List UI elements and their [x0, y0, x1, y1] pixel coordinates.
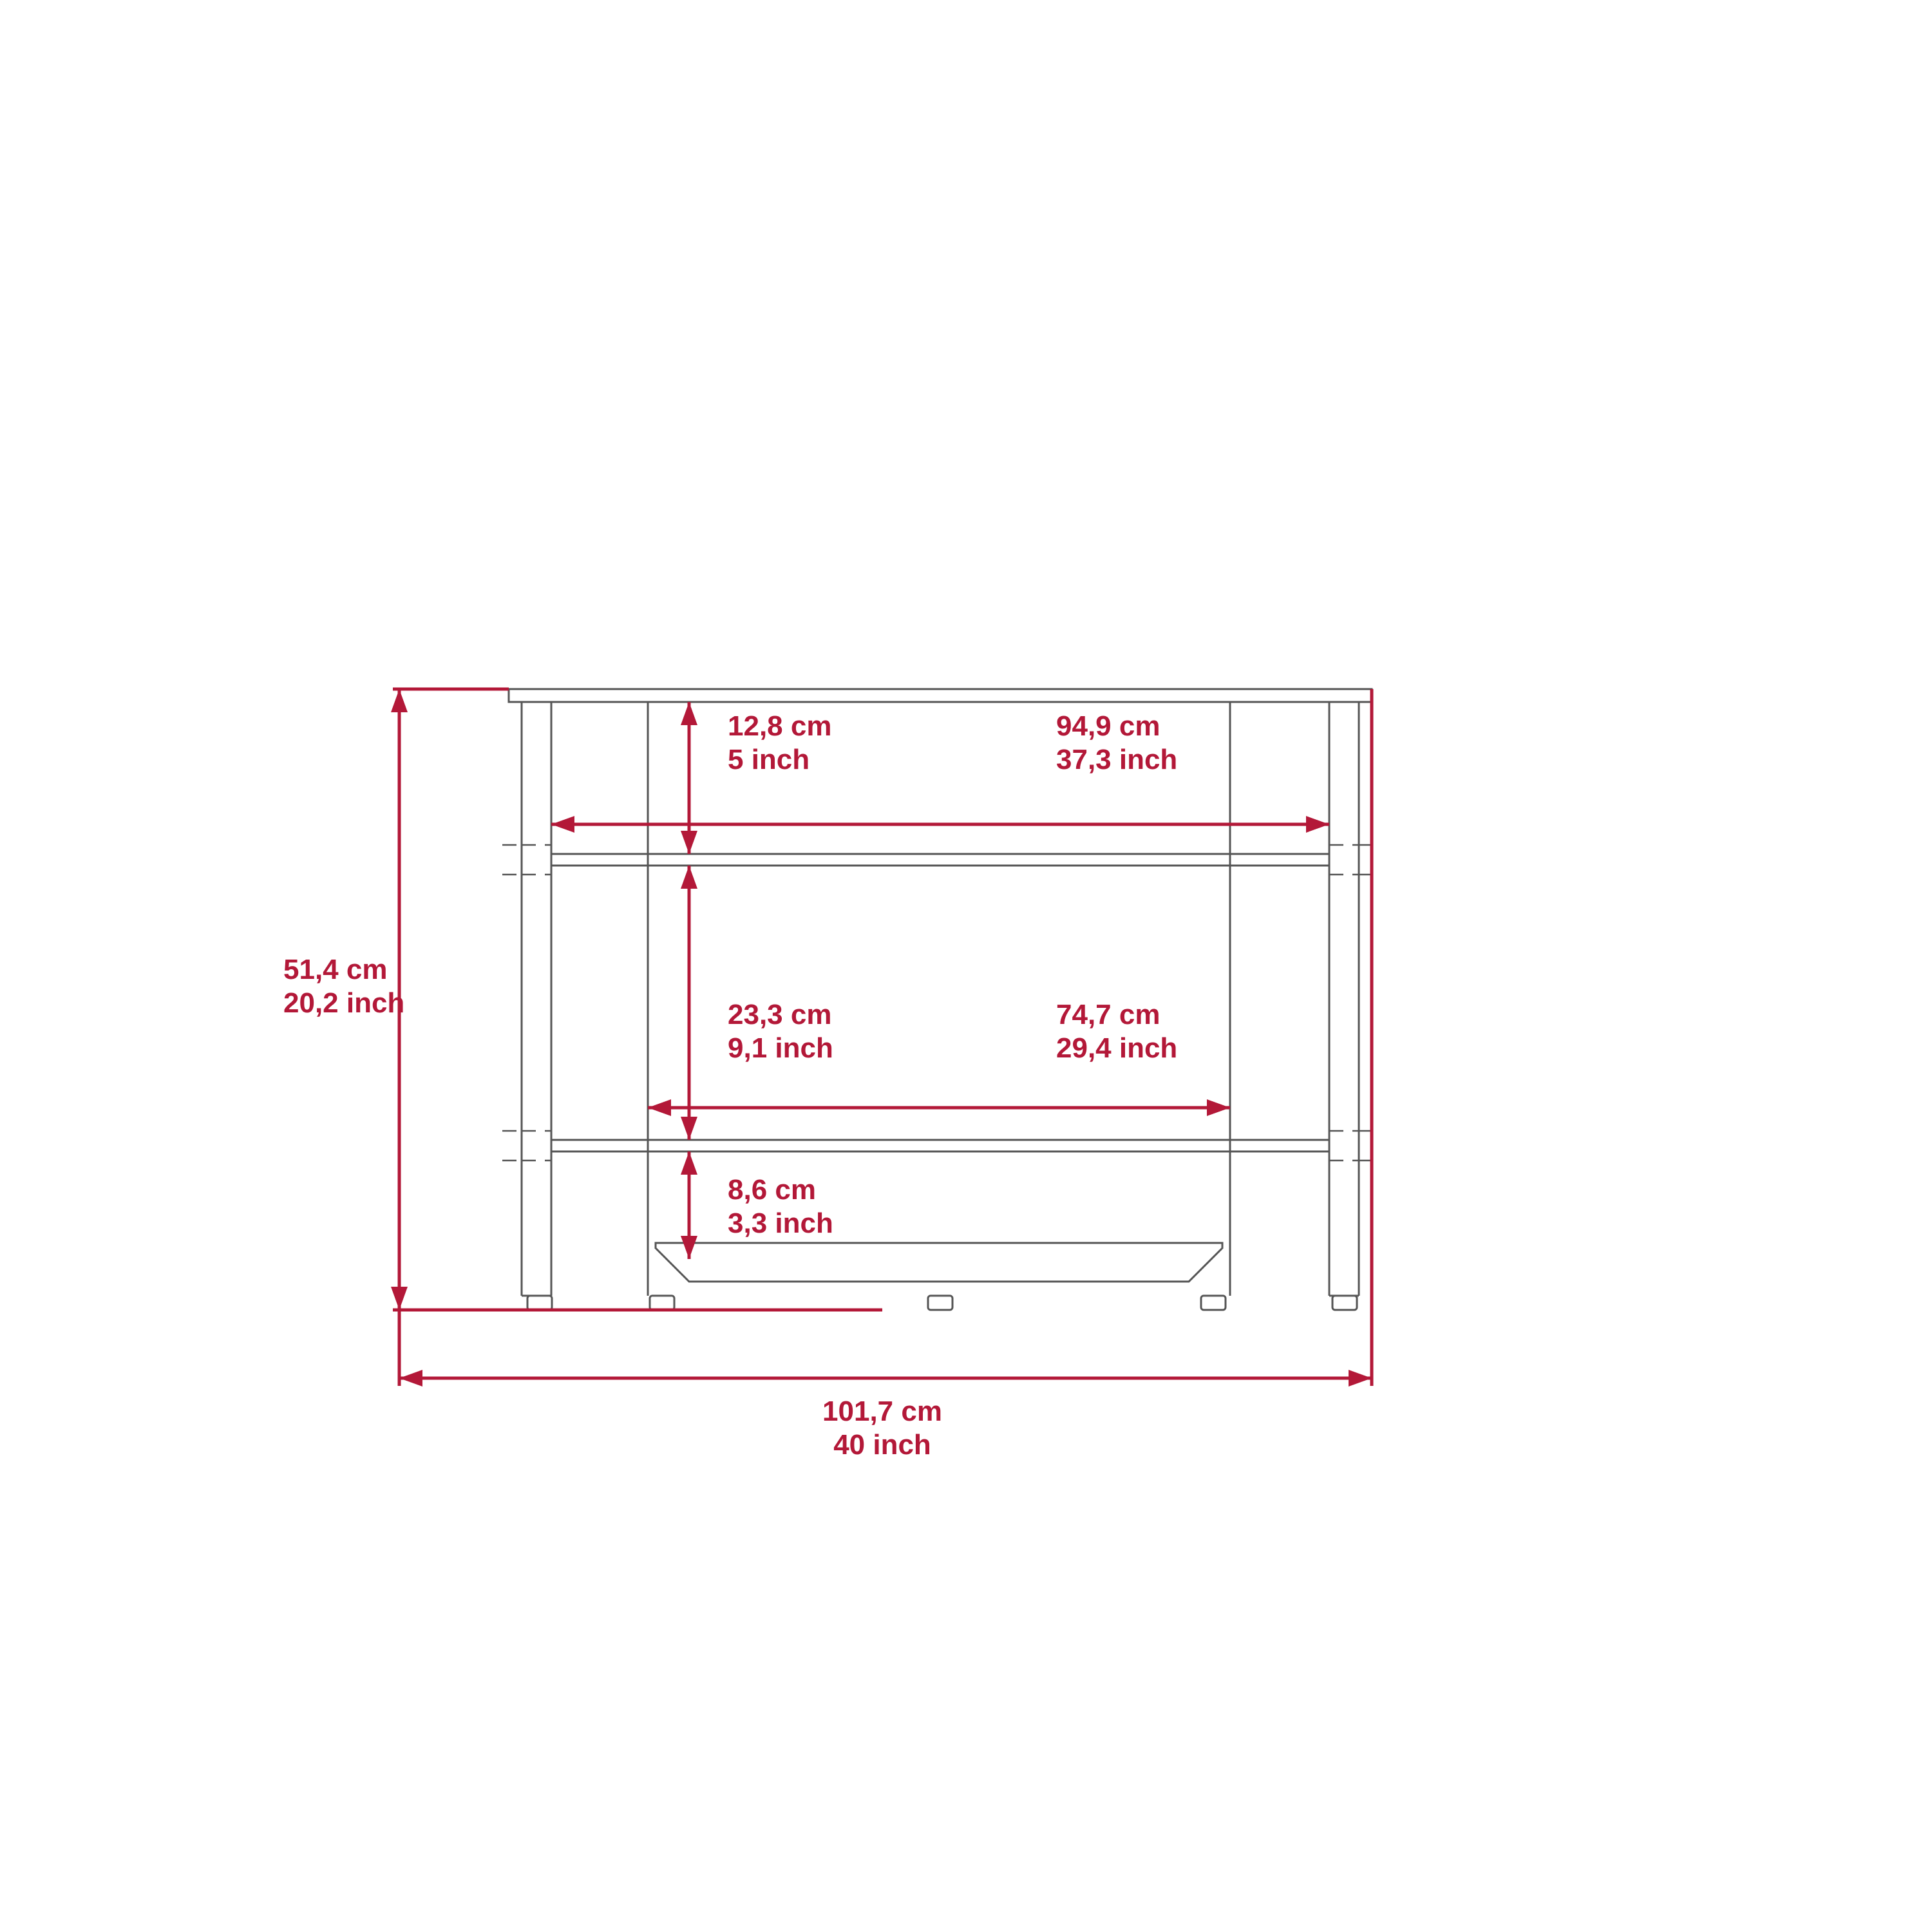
dimension-label-inch: 37,3 inch [1056, 744, 1177, 775]
dimension-label-inch: 20,2 inch [283, 987, 404, 1019]
dimension-label-cm: 12,8 cm [728, 710, 831, 742]
arrowhead [681, 1117, 697, 1140]
dimension-label-cm: 94,9 cm [1056, 710, 1160, 742]
dimension-label-inch: 40 inch [833, 1429, 931, 1461]
arrowhead [1349, 1370, 1372, 1387]
dimension-diagram: 51,4 cm20,2 inch 101,7 cm40 inch 94,9 cm37… [0, 0, 1932, 1932]
arrowhead [399, 1370, 422, 1387]
foot [1332, 1296, 1357, 1310]
foot [928, 1296, 952, 1310]
dimension-label-inch: 9,1 inch [728, 1032, 833, 1064]
arrowhead [681, 1236, 697, 1259]
arrowhead [681, 702, 697, 725]
arrowhead [1207, 1099, 1230, 1116]
dimension-label-cm: 51,4 cm [283, 954, 387, 985]
table-top [509, 689, 1372, 702]
arrowhead [1306, 816, 1329, 833]
dimension-label-cm: 8,6 cm [728, 1174, 816, 1206]
arrowhead [681, 866, 697, 889]
dimension-label-cm: 101,7 cm [822, 1396, 942, 1427]
dimension-label-inch: 29,4 inch [1056, 1032, 1177, 1064]
dimension-label-cm: 23,3 cm [728, 999, 831, 1030]
arrowhead [681, 1151, 697, 1175]
foot [650, 1296, 674, 1310]
arrowhead [681, 831, 697, 854]
arrowhead [648, 1099, 671, 1116]
arrowhead [551, 816, 574, 833]
base-panel [656, 1243, 1222, 1282]
dimension-label-inch: 5 inch [728, 744, 810, 775]
dimension-label-cm: 74,7 cm [1056, 999, 1160, 1030]
foot [527, 1296, 552, 1310]
foot [1201, 1296, 1226, 1310]
dimension-label-inch: 3,3 inch [728, 1208, 833, 1239]
